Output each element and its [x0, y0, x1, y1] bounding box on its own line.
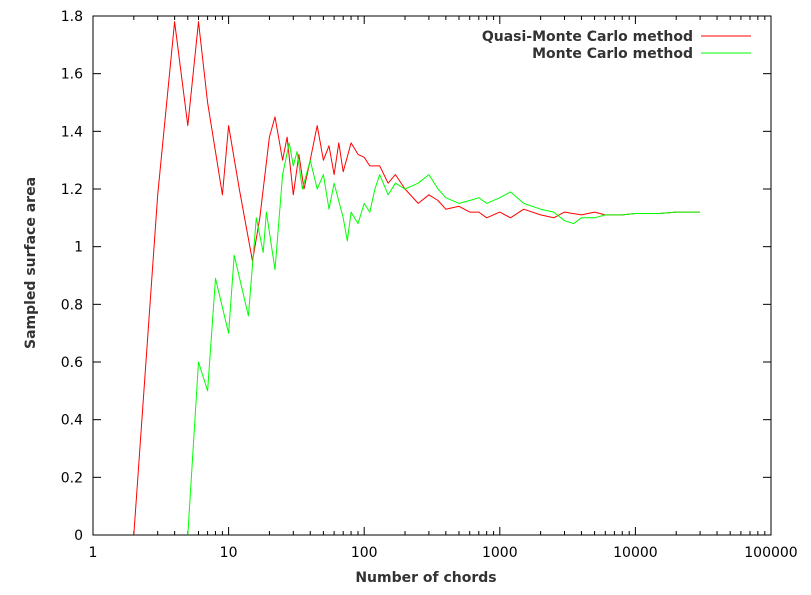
- y-tick-label: 1: [74, 240, 83, 256]
- y-tick-label: 0.2: [61, 470, 83, 486]
- y-tick-label: 0.6: [61, 355, 83, 371]
- series-lines: [133, 21, 701, 536]
- series-line-quasi-monte-carlo: [133, 21, 701, 536]
- series-line-monte-carlo: [187, 142, 701, 536]
- x-tick-label: 10000: [613, 545, 658, 561]
- y-tick-label: 0.4: [61, 413, 83, 429]
- x-axis-title: Number of chords: [355, 570, 496, 586]
- plot-frame: [92, 15, 772, 536]
- legend-label: Monte Carlo method: [532, 46, 693, 62]
- x-tick-label: 100: [351, 545, 378, 561]
- y-tick-label: 0.8: [61, 297, 83, 313]
- y-tick-label: 1.8: [61, 9, 83, 25]
- x-tick-label: 100000: [744, 545, 797, 561]
- y-tick-label: 1.6: [61, 67, 83, 83]
- x-tick-label: 1: [89, 545, 98, 561]
- y-tick-label: 1.4: [61, 124, 83, 140]
- y-tick-label: 1.2: [61, 182, 83, 198]
- legend-label: Quasi-Monte Carlo method: [482, 29, 693, 45]
- x-tick-label: 1000: [482, 545, 518, 561]
- x-axis-ticks: 1 10 100 1000 10000 100000: [89, 16, 798, 561]
- y-tick-label: 0: [74, 528, 83, 544]
- y-axis-title: Sampled surface area: [23, 177, 39, 349]
- y-axis-ticks: 0 0.2 0.4 0.6 0.8 1 1.2 1.4 1.6 1.8: [61, 9, 771, 544]
- x-tick-label: 10: [220, 545, 238, 561]
